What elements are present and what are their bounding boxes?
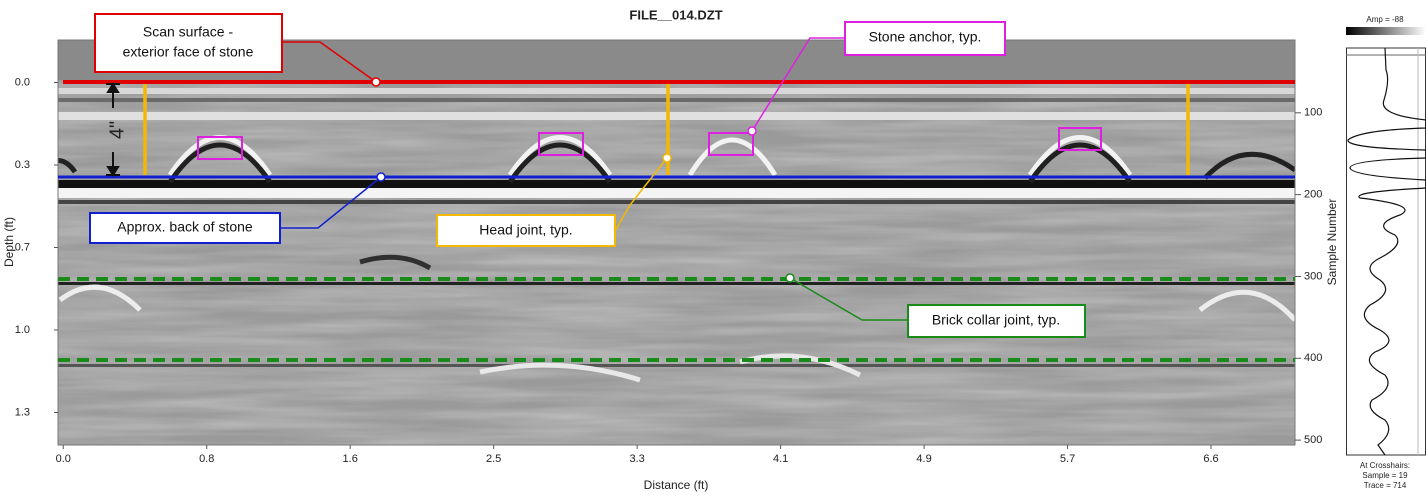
annotation-text: Head joint, typ. <box>479 222 572 238</box>
leader-dot <box>372 78 380 86</box>
y-tick-label: 0.3 <box>15 159 30 171</box>
leader-dot <box>377 173 385 181</box>
y2-tick-label: 400 <box>1304 352 1322 364</box>
y-tick-label: 0.0 <box>15 76 30 88</box>
y-tick-label: 1.3 <box>15 406 30 418</box>
y-tick-label: 0.7 <box>15 241 30 253</box>
side-panel: Amp = -88 At Crosshairs: Sample = 19 Tra… <box>1346 15 1426 490</box>
amp-label: Amp = -88 <box>1366 15 1404 24</box>
y2-tick-label: 100 <box>1304 107 1322 119</box>
x-tick-label: 2.5 <box>486 453 501 465</box>
chart-title: FILE__014.DZT <box>629 7 722 22</box>
x-tick-label: 4.9 <box>916 453 931 465</box>
leader-dot <box>786 274 794 282</box>
crosshair-text: At Crosshairs: <box>1360 461 1410 470</box>
leader-dot <box>663 154 671 162</box>
x-tick-label: 6.6 <box>1203 453 1218 465</box>
x-tick-label: 5.7 <box>1060 453 1075 465</box>
y2-axis-label: Sample Number <box>1325 199 1339 286</box>
annotation-text: exterior face of stone <box>123 44 254 60</box>
depth-marker: 4" <box>106 121 128 139</box>
y2-tick-label: 200 <box>1304 189 1322 201</box>
annotation-text: Approx. back of stone <box>117 219 253 235</box>
y-tick-label: 1.0 <box>15 324 30 336</box>
x-axis-label: Distance (ft) <box>644 478 709 492</box>
y2-tick-label: 300 <box>1304 270 1322 282</box>
x-tick-label: 3.3 <box>629 453 644 465</box>
x-tick-label: 0.8 <box>199 453 214 465</box>
x-tick-label: 1.6 <box>343 453 358 465</box>
x-tick-label: 4.1 <box>773 453 788 465</box>
annotation-text: Stone anchor, typ. <box>869 29 982 45</box>
crosshair-text: Trace = 714 <box>1364 481 1407 490</box>
annotation-text: Brick collar joint, typ. <box>932 312 1060 328</box>
annotation-text: Scan surface - <box>143 24 234 40</box>
y2-tick-label: 500 <box>1304 434 1322 446</box>
x-tick-label: 0.0 <box>56 453 71 465</box>
leader-dot <box>748 127 756 135</box>
chart: 4" Scan surface - exterior face of stone… <box>0 0 1426 495</box>
amp-colorbar <box>1346 27 1426 35</box>
crosshair-text: Sample = 19 <box>1362 471 1408 480</box>
